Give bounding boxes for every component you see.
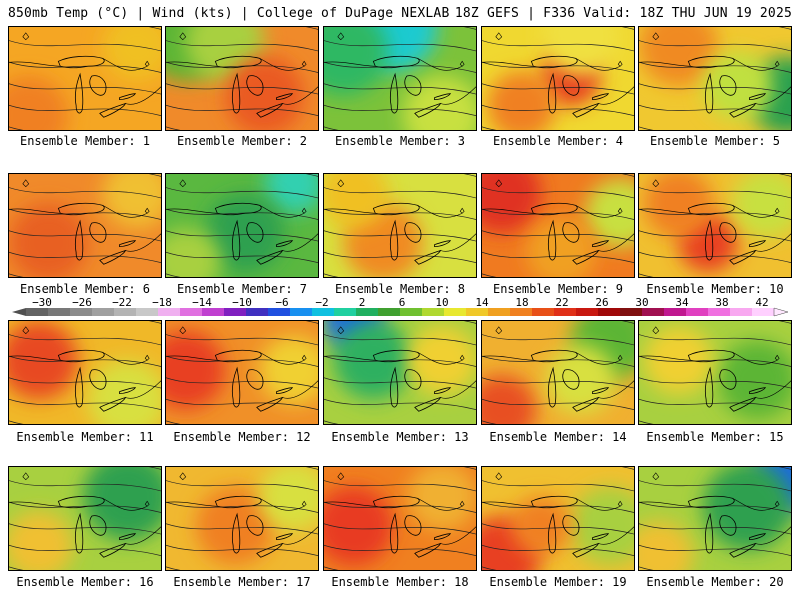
colorbar-swatch [422, 308, 445, 316]
ensemble-member-map-11 [8, 320, 162, 425]
colorbar-swatch [620, 308, 643, 316]
ensemble-member-label: Ensemble Member: 11 [16, 430, 154, 444]
colorbar-tick-label: −10 [232, 297, 252, 309]
colorbar-tick-label: 30 [635, 297, 648, 309]
colorbar-tick-label: 18 [515, 297, 528, 309]
valid-time: 18Z GEFS | F336 Valid: 18Z THU JUN 19 20… [454, 6, 792, 21]
temperature-colorbar: −30 −26 −22 −18 −14 −10 −6 −2 2 6 10 14 18 22 26 30 34 38… [12, 297, 789, 317]
colorbar-swatch [48, 308, 71, 316]
colorbar-swatch [246, 308, 269, 316]
colorbar-tick-label: −30 [32, 297, 52, 309]
colorbar-swatch [356, 308, 379, 316]
colorbar-swatch [730, 308, 753, 316]
colorbar-swatch [70, 308, 93, 316]
ensemble-member-label: Ensemble Member: 8 [334, 282, 466, 296]
colorbar-tick-label: −26 [72, 297, 92, 309]
colorbar-swatch [158, 308, 181, 316]
ensemble-member-map-15 [638, 320, 792, 425]
ensemble-member-label: Ensemble Member: 5 [649, 134, 781, 148]
colorbar-swatch [598, 308, 621, 316]
colorbar-swatch [510, 308, 533, 316]
ensemble-member-map-4 [481, 26, 635, 131]
ensemble-member-label: Ensemble Member: 10 [646, 282, 784, 296]
ensemble-member-label: Ensemble Member: 16 [16, 575, 154, 589]
colorbar-tick-label: 2 [359, 297, 366, 309]
ensemble-member-label: Ensemble Member: 7 [176, 282, 308, 296]
colorbar-swatch [752, 308, 775, 316]
colorbar-tick-label: 26 [595, 297, 608, 309]
ensemble-member-map-20 [638, 466, 792, 571]
colorbar-swatch [224, 308, 247, 316]
ensemble-member-map-13 [323, 320, 477, 425]
colorbar-swatch [444, 308, 467, 316]
ensemble-member-map-5 [638, 26, 792, 131]
colorbar-tick-label: −2 [315, 297, 328, 309]
ensemble-member-label: Ensemble Member: 17 [173, 575, 311, 589]
map-title: 850mb Temp (°C) | Wind (kts) | College o… [8, 6, 450, 21]
colorbar-swatch [290, 308, 313, 316]
colorbar-swatch [268, 308, 291, 316]
colorbar-tick-label: 6 [399, 297, 406, 309]
ensemble-member-label: Ensemble Member: 15 [646, 430, 784, 444]
colorbar-tick-label: 22 [555, 297, 568, 309]
ensemble-member-label: Ensemble Member: 18 [331, 575, 469, 589]
ensemble-member-map-19 [481, 466, 635, 571]
ensemble-member-map-2 [165, 26, 319, 131]
colorbar-swatch [488, 308, 511, 316]
ensemble-member-map-12 [165, 320, 319, 425]
ensemble-member-map-9 [481, 173, 635, 278]
ensemble-member-label: Ensemble Member: 14 [489, 430, 627, 444]
ensemble-member-map-16 [8, 466, 162, 571]
colorbar-tick-label: 38 [715, 297, 728, 309]
colorbar-tick-label: −14 [192, 297, 212, 309]
colorbar-tick-label: 14 [475, 297, 489, 309]
ensemble-member-label: Ensemble Member: 1 [19, 134, 151, 148]
colorbar-high-arrow [773, 307, 789, 317]
colorbar-swatch [400, 308, 423, 316]
colorbar-swatch [334, 308, 357, 316]
colorbar-swatch [532, 308, 555, 316]
colorbar-swatch [642, 308, 665, 316]
colorbar-swatch [92, 308, 115, 316]
ensemble-member-label: Ensemble Member: 4 [492, 134, 624, 148]
colorbar-tick-label: −6 [275, 297, 288, 309]
ensemble-member-label: Ensemble Member: 3 [334, 134, 466, 148]
ensemble-member-map-1 [8, 26, 162, 131]
colorbar-tick-label: 10 [435, 297, 448, 309]
colorbar-tick-label: −18 [152, 297, 172, 309]
colorbar-low-arrow [12, 308, 26, 316]
ensemble-member-label: Ensemble Member: 19 [489, 575, 627, 589]
ensemble-member-map-18 [323, 466, 477, 571]
ensemble-member-label: Ensemble Member: 20 [646, 575, 784, 589]
colorbar-swatch [664, 308, 687, 316]
colorbar-swatch [26, 308, 49, 316]
colorbar-tick-label: 34 [675, 297, 689, 309]
ensemble-member-label: Ensemble Member: 6 [19, 282, 151, 296]
colorbar-swatch [202, 308, 225, 316]
colorbar-swatch [576, 308, 599, 316]
colorbar-swatch [686, 308, 709, 316]
colorbar-swatch [554, 308, 577, 316]
ensemble-member-map-3 [323, 26, 477, 131]
ensemble-member-map-14 [481, 320, 635, 425]
colorbar-swatch [114, 308, 137, 316]
ensemble-member-label: Ensemble Member: 2 [176, 134, 308, 148]
colorbar-swatch [466, 308, 489, 316]
ensemble-member-label: Ensemble Member: 12 [173, 430, 311, 444]
ensemble-member-map-7 [165, 173, 319, 278]
colorbar-swatch [312, 308, 335, 316]
colorbar-swatch [708, 308, 731, 316]
ensemble-member-map-17 [165, 466, 319, 571]
ensemble-member-label: Ensemble Member: 13 [331, 430, 469, 444]
ensemble-member-label: Ensemble Member: 9 [492, 282, 624, 296]
colorbar-swatch [136, 308, 159, 316]
colorbar-tick-label: 42 [755, 297, 768, 309]
ensemble-member-map-6 [8, 173, 162, 278]
colorbar-tick-label: −22 [112, 297, 132, 309]
ensemble-member-map-8 [323, 173, 477, 278]
colorbar-swatch [378, 308, 401, 316]
ensemble-member-map-10 [638, 173, 792, 278]
colorbar-swatch [180, 308, 203, 316]
